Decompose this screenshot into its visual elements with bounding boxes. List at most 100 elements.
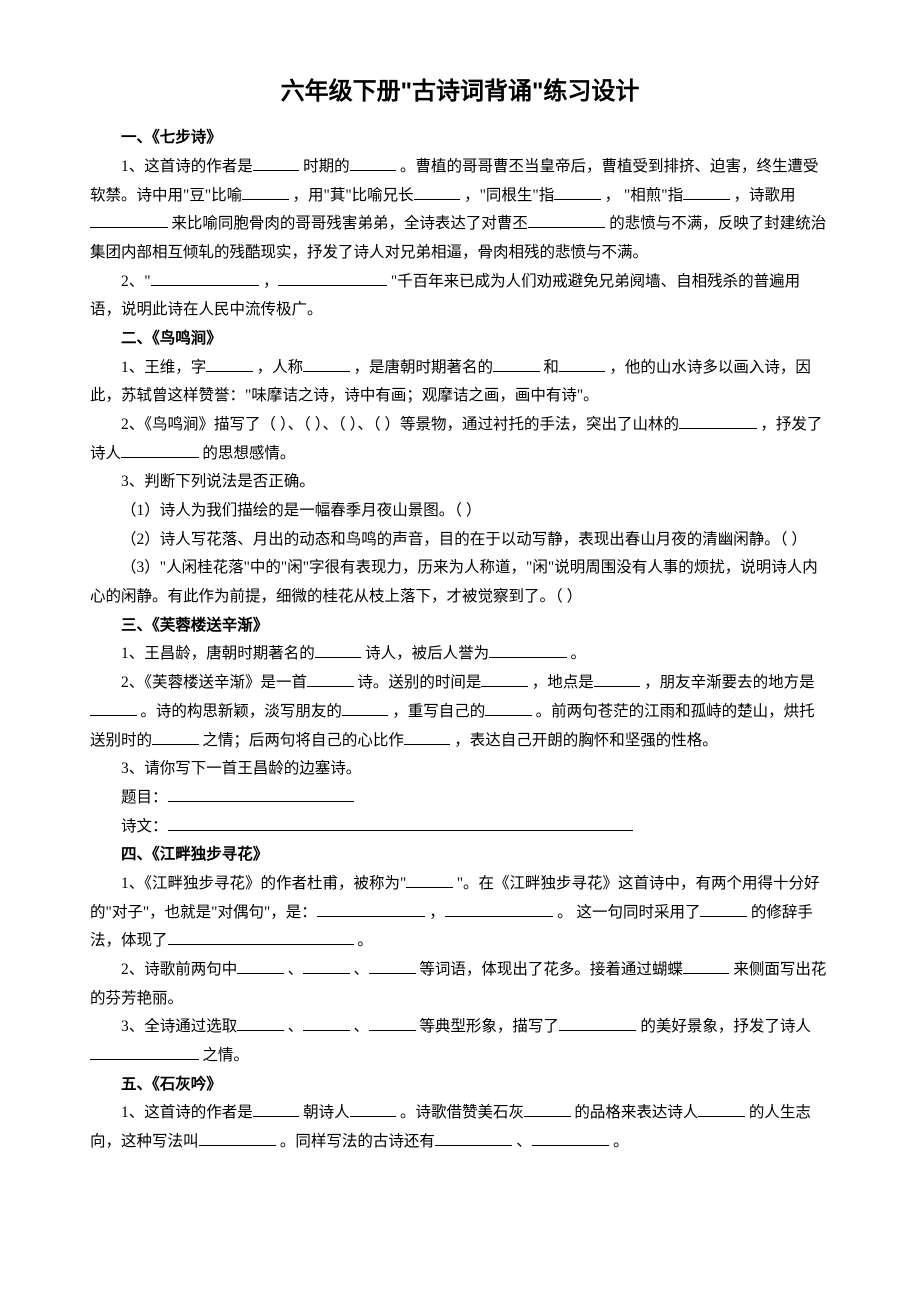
text: 等典型形象，描写了	[419, 1018, 559, 1035]
text: 。	[613, 1133, 629, 1150]
text: 等词语，体现出了花多。接着通过蝴蝶	[419, 961, 683, 978]
blank	[242, 199, 289, 200]
blank	[485, 715, 532, 716]
section-4-header: 四、《江畔独步寻花》	[90, 841, 830, 870]
text: 诗人，被后人誉为	[365, 645, 489, 662]
text: 、	[354, 961, 370, 978]
blank	[559, 1030, 637, 1031]
blank	[151, 285, 260, 286]
s2-q3-3: （3）"人闲桂花落"中的"闲"字很有表现力，历来为人称道，"闲"说明周围没有人事…	[90, 554, 830, 611]
blank	[532, 1145, 610, 1146]
s4-q1: 1、《江畔独步寻花》的作者杜甫，被称为" "。在《江畔独步寻花》这首诗中，有两个…	[90, 870, 830, 956]
blank	[307, 686, 354, 687]
blank	[350, 170, 397, 171]
s1-q2: 2、" ， "千百年来已成为人们劝戒避免兄弟阋墙、自相残杀的普遍用语，说明此诗在…	[90, 268, 830, 325]
blank	[683, 199, 730, 200]
blank	[406, 887, 453, 888]
blank	[237, 1030, 284, 1031]
text: 2、诗歌前两句中	[121, 961, 237, 978]
blank	[369, 973, 416, 974]
text: 、	[288, 961, 304, 978]
blank	[303, 371, 350, 372]
text: 和	[543, 359, 559, 376]
text: 来比喻同胞骨肉的哥哥残害弟弟，全诗表达了对曹丕	[171, 215, 528, 232]
text: ，诗歌用	[734, 187, 796, 204]
text: ，	[263, 273, 279, 290]
section-5-header: 五、《石灰吟》	[90, 1071, 830, 1100]
text: ，地点是	[532, 674, 594, 691]
s3-q2: 2、《芙蓉楼送辛渐》是一首 诗。送别的时间是 ，地点是 ，朋友辛渐要去的地方是 …	[90, 669, 830, 755]
blank	[237, 973, 284, 974]
text: 诗。送别的时间是	[357, 674, 481, 691]
text: 1、这首诗的作者是	[121, 1104, 253, 1121]
blank	[493, 371, 540, 372]
s5-q1: 1、这首诗的作者是 朝诗人 。诗歌借赞美石灰 的品格来表达诗人 的人生志向，这种…	[90, 1099, 830, 1156]
blank	[559, 371, 606, 372]
blank	[90, 227, 168, 228]
text: 1、王维，字	[121, 359, 206, 376]
blank	[524, 1116, 571, 1117]
text: ，用"萁"比喻兄长	[293, 187, 414, 204]
s4-q2: 2、诗歌前两句中 、 、 等词语，体现出了花多。接着通过蝴蝶 来侧面写出花的芬芳…	[90, 956, 830, 1013]
text: 题目：	[121, 789, 168, 806]
blank	[90, 715, 137, 716]
blank	[594, 686, 641, 687]
blank	[369, 1030, 416, 1031]
blank	[90, 1059, 199, 1060]
blank	[350, 1116, 397, 1117]
s3-q1: 1、王昌龄，唐朝时期著名的 诗人，被后人誉为 。	[90, 640, 830, 669]
s2-q3-1: （1）诗人为我们描绘的是一幅春季月夜山景图。（ ）	[90, 497, 830, 526]
s2-q2: 2、《鸟鸣涧》描写了（ ）、（ ）、（ ）、（ ）等景物，通过衬托的手法，突出了…	[90, 411, 830, 468]
page-title: 六年级下册"古诗词背诵"练习设计	[90, 70, 830, 114]
text: 、	[354, 1018, 370, 1035]
blank	[121, 457, 199, 458]
text: ，人称	[257, 359, 304, 376]
blank	[168, 830, 633, 831]
blank	[303, 973, 350, 974]
s3-q3-text: 诗文：	[90, 813, 830, 842]
s3-q3-title: 题目：	[90, 784, 830, 813]
s3-q3: 3、请你写下一首王昌龄的边塞诗。	[90, 755, 830, 784]
blank	[199, 1145, 277, 1146]
text: ，重写自己的	[392, 703, 485, 720]
s1-q1: 1、这首诗的作者是 时期的 。曹植的哥哥曹丕当皇帝后，曹植受到排挤、迫害，终生遭…	[90, 153, 830, 268]
text: 之情。	[202, 1047, 249, 1064]
text: 1、《江畔独步寻花》的作者杜甫，被称为"	[121, 875, 406, 892]
s4-q3: 3、全诗通过选取 、 、 等典型形象，描写了 的美好景象，抒发了诗人 之情。	[90, 1013, 830, 1070]
text: 、	[288, 1018, 304, 1035]
section-3-header: 三、《芙蓉楼送辛渐》	[90, 612, 830, 641]
blank	[168, 944, 354, 945]
text: ，朋友辛渐要去的地方是	[644, 674, 815, 691]
text: 的品格来表达诗人	[574, 1104, 698, 1121]
text: 时期的	[303, 158, 350, 175]
blank	[528, 227, 606, 228]
text: 朝诗人	[303, 1104, 350, 1121]
blank	[489, 657, 567, 658]
text: ，"同根生"指	[464, 187, 554, 204]
s2-q3: 3、判断下列说法是否正确。	[90, 468, 830, 497]
text: 2、《鸟鸣涧》描写了（ ）、（ ）、（ ）、（ ）等景物，通过衬托的手法，突出了…	[121, 416, 679, 433]
blank	[253, 170, 300, 171]
text: 的美好景象，抒发了诗人	[640, 1018, 811, 1035]
text: ， "相煎"指	[605, 187, 684, 204]
blank	[342, 715, 389, 716]
text: 、	[516, 1133, 532, 1150]
blank	[253, 1116, 300, 1117]
text: ，是唐朝时期著名的	[354, 359, 494, 376]
blank	[315, 657, 362, 658]
blank	[317, 916, 426, 917]
text: 1、王昌龄，唐朝时期著名的	[121, 645, 315, 662]
blank	[683, 973, 730, 974]
s2-q1: 1、王维，字 ，人称 ，是唐朝时期著名的 和 ，他的山水诗多以画入诗，因此，苏轼…	[90, 354, 830, 411]
text: 。 这一句同时采用了	[557, 904, 700, 921]
text: ，	[429, 904, 445, 921]
blank	[679, 428, 757, 429]
section-1-header: 一、《七步诗》	[90, 124, 830, 153]
text: "千百年来已成为人们劝戒避免兄弟阋墙、自相残杀的普遍用语，说明此诗在人民中流传极…	[90, 273, 800, 319]
blank	[152, 744, 199, 745]
text: 。	[571, 645, 587, 662]
blank	[445, 916, 554, 917]
text: 之情；后两句将自己的心比作	[202, 732, 404, 749]
text: 。	[357, 932, 373, 949]
text: ，表达自己开朗的胸怀和坚强的性格。	[454, 732, 718, 749]
